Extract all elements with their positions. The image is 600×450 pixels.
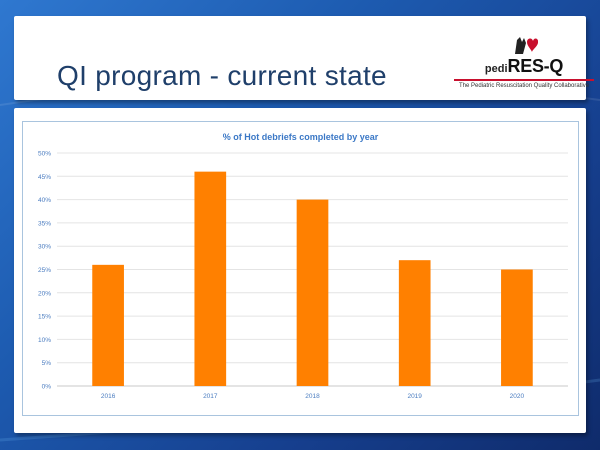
bar-chart: 0% 5% 10% 15% 20% 25% 30% 35% 40% 45% 50% 2016 2017 2… bbox=[38, 151, 568, 400]
bar bbox=[501, 269, 533, 386]
logo-tagline: The Pediatric Resuscitation Quality Coll… bbox=[458, 83, 590, 89]
heart-hands-icon bbox=[515, 37, 538, 54]
y-tick-label: 40% bbox=[38, 197, 51, 204]
y-tick-label: 15% bbox=[38, 314, 51, 321]
y-tick-label: 30% bbox=[38, 244, 51, 251]
slide-title: QI program - current state bbox=[57, 60, 387, 91]
y-tick-label: 20% bbox=[38, 290, 51, 297]
bar bbox=[398, 260, 431, 386]
y-tick-label: 45% bbox=[38, 174, 51, 181]
x-tick-label: 2019 bbox=[407, 393, 422, 400]
y-tick-label: 35% bbox=[38, 220, 51, 227]
logo-divider bbox=[454, 79, 594, 81]
bar bbox=[92, 264, 124, 386]
logo-prefix: pedi bbox=[484, 63, 508, 75]
x-tick-label: 2018 bbox=[305, 393, 320, 400]
bar bbox=[296, 199, 329, 386]
x-tick-label: 2020 bbox=[510, 393, 525, 400]
y-tick-label: 25% bbox=[38, 267, 51, 274]
chart-frame: % of Hot debriefs completed by year 0% 5%… bbox=[22, 121, 579, 416]
pedi-res-q-logo: pediRES-Q The Pediatric Resuscitation Qu… bbox=[454, 30, 594, 96]
y-tick-label: 0% bbox=[42, 384, 52, 391]
y-tick-label: 50% bbox=[38, 151, 51, 158]
chart-title: % of Hot debriefs completed by year bbox=[222, 132, 379, 142]
content-panel: % of Hot debriefs completed by year 0% 5%… bbox=[14, 108, 586, 433]
title-panel: QI program - current state pediRES-Q The… bbox=[14, 16, 594, 100]
y-tick-label: 5% bbox=[42, 360, 52, 367]
x-tick-label: 2016 bbox=[101, 393, 116, 400]
x-tick-label: 2017 bbox=[203, 393, 218, 400]
logo-name: RES-Q bbox=[507, 56, 564, 76]
y-tick-label: 10% bbox=[38, 337, 51, 344]
logo-wordmark: pediRES-Q bbox=[454, 56, 594, 77]
bar bbox=[194, 171, 227, 386]
